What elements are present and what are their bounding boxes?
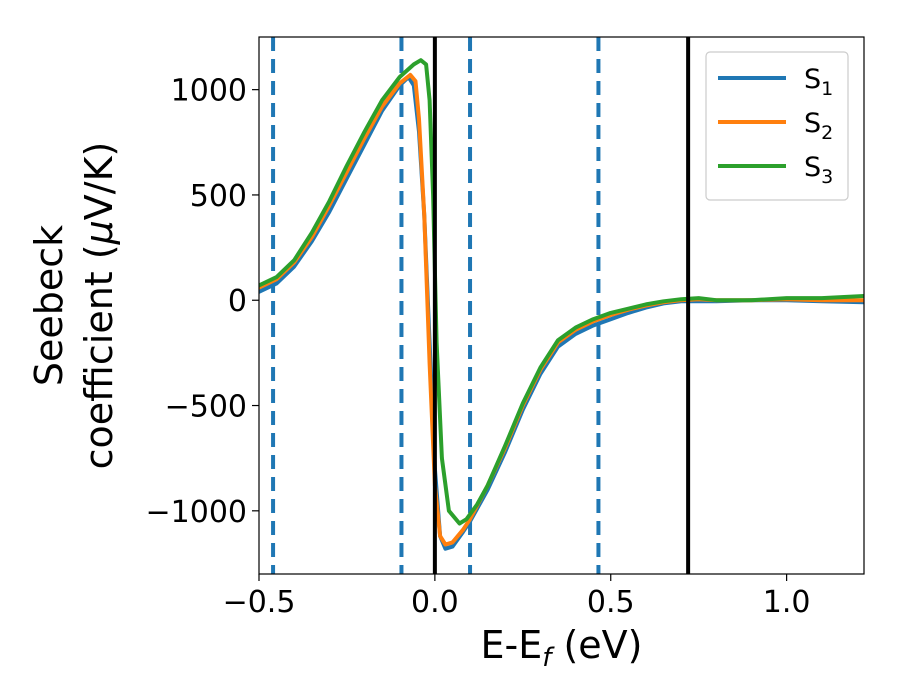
legend-item-s1: S1 [718, 64, 833, 100]
plot-frame [258, 36, 865, 575]
y-tick-label: −1000 [146, 495, 247, 530]
legend-box [705, 51, 849, 201]
x-tick-label: 0.0 [411, 585, 459, 620]
x-tick-label: 0.5 [587, 585, 635, 620]
y-tick-label: 1000 [171, 74, 247, 109]
x-axis-label: E-Ef (eV) [481, 623, 643, 673]
y-tick-label: 500 [190, 179, 247, 214]
legend-item-s2: S2 [718, 108, 833, 144]
y-axis: −1000 −500 0 500 1000 [146, 74, 259, 530]
x-tick-label: 1.0 [763, 585, 811, 620]
legend-label: S2 [804, 108, 833, 144]
legend: S1 S2 S3 [705, 51, 849, 201]
x-axis: −0.5 0.0 0.5 1.0 [223, 574, 811, 620]
series-lines [259, 37, 864, 574]
y-axis-label-line2: coefficient (μV/K) [77, 142, 121, 470]
series-line-s3 [259, 58, 864, 526]
legend-item-s3: S3 [718, 152, 833, 188]
reference-lines [271, 37, 601, 574]
y-tick-label: 0 [228, 284, 247, 319]
legend-label: S3 [804, 152, 833, 188]
y-tick-label: −500 [165, 390, 247, 425]
legend-label: S1 [804, 64, 833, 100]
x-tick-label: −0.5 [223, 585, 296, 620]
y-axis-label-line1: Seebeck [27, 225, 71, 386]
